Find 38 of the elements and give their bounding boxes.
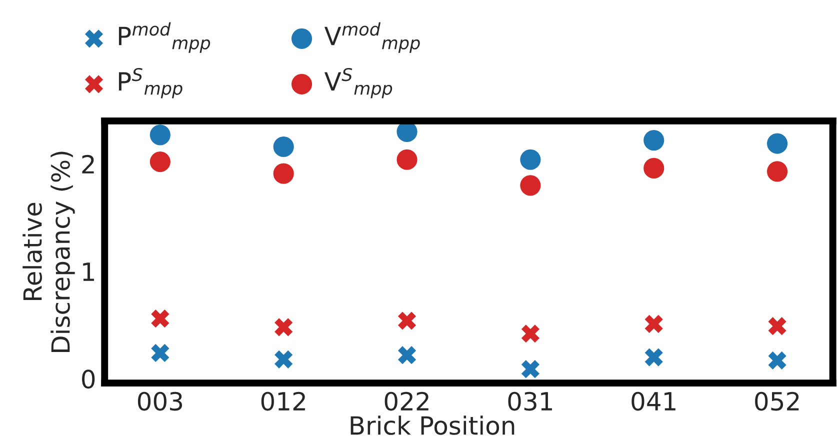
point (521, 324, 540, 343)
point (273, 136, 294, 158)
point (151, 344, 170, 362)
x-tick-label: 012 (261, 392, 305, 411)
point (768, 351, 786, 370)
point (398, 346, 416, 364)
x-tick-label: 003 (138, 392, 182, 411)
point (766, 161, 788, 182)
point (768, 317, 786, 336)
point (644, 158, 664, 179)
point (150, 124, 170, 146)
point (644, 348, 663, 366)
point (766, 133, 788, 154)
point (520, 175, 541, 196)
point (274, 350, 293, 368)
point (274, 318, 293, 336)
legend-label: P$^{mod}$$_{mpp}$ (118, 22, 210, 53)
x-tick-label: 022 (384, 392, 428, 411)
point (396, 149, 418, 170)
legend-label: V$^{S}$$_{mpp}$ (324, 68, 392, 98)
y-axis-title: Relative Discrepancy (%) (22, 152, 75, 352)
point (273, 163, 294, 184)
point (150, 151, 170, 172)
x-tick-label: 041 (632, 392, 676, 411)
point (398, 312, 416, 330)
y-tick-label: 0 (82, 370, 95, 389)
point (644, 314, 663, 334)
y-tick-label: 1 (83, 262, 94, 281)
y-tick-label: 2 (82, 154, 94, 174)
point (521, 360, 540, 378)
x-tick-label: 031 (508, 392, 552, 411)
x-tick-label: 052 (755, 392, 799, 411)
legend-label: V$^{mod}$$_{mpp}$ (324, 22, 420, 53)
x-axis-title: Brick Position (350, 416, 514, 435)
legend-label: P$^{S}$$_{mpp}$ (118, 68, 182, 98)
point (151, 310, 170, 328)
point (644, 130, 664, 151)
point (520, 149, 541, 170)
